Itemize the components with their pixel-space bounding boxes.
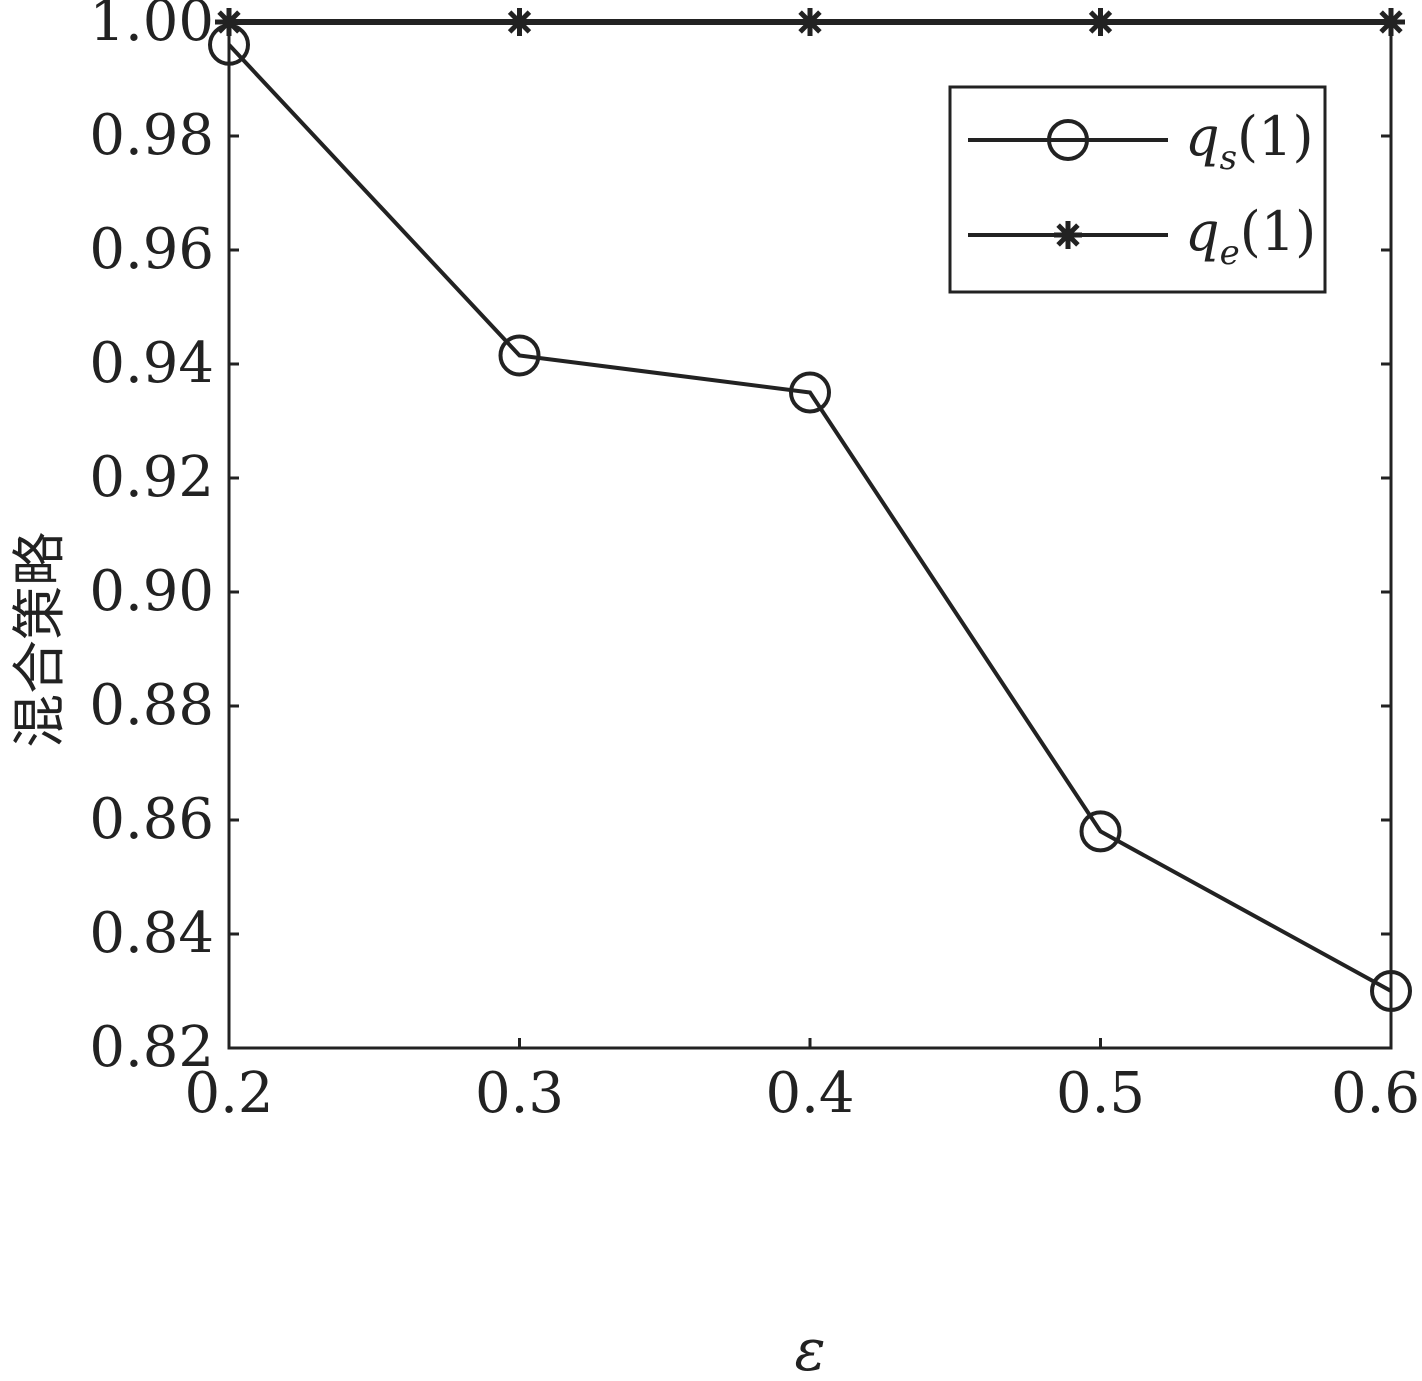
data-point-circle [498,334,541,377]
x-tick-label: 0.2 [184,1061,273,1126]
x-tick-label: 0.5 [1056,1061,1145,1126]
series-markers [208,8,1412,1012]
y-tick-label: 0.82 [89,1015,214,1080]
data-point-star [1377,8,1405,36]
y-tick-label: 0.96 [89,217,214,282]
legend-label-qe: qe(1) [1185,200,1316,273]
legend-star-glyph [1054,221,1082,249]
legend-marker-star [1054,221,1082,249]
data-point-star [1086,8,1115,36]
y-tick-label: 0.84 [89,901,214,966]
x-axis-label: ε [794,1316,825,1381]
x-tick-label: 0.4 [765,1061,854,1126]
y-tick-label: 0.86 [89,787,214,852]
data-point-star [505,8,534,36]
data-point-star [215,8,243,36]
x-tick-label: 0.3 [475,1061,564,1126]
y-tick-label: 0.88 [89,673,214,738]
y-tick-label: 0.92 [89,445,214,510]
data-point-star [796,8,824,36]
series-line-circle [227,43,1392,993]
tick-labels: 0.2 0.3 0.4 0.5 0.6 0.82 0.84 0.86 0.88 0.90 0.92 0… [89,0,1420,1126]
y-tick-label: 0.90 [89,559,214,624]
y-tick-label: 1.00 [89,0,214,54]
data-point-circle [1079,810,1122,853]
data-point-circle [789,371,831,414]
x-tick-label: 0.6 [1331,1061,1420,1126]
y-axis-label: 混合策略 [8,532,71,748]
legend-label-qs: qs(1) [1185,105,1314,178]
legend-box [948,85,1327,294]
legend: qs(1) qe(1) [948,85,1327,294]
y-tick-label: 0.94 [89,331,214,396]
legend-marker-circle [1047,119,1089,161]
data-point-circle [1370,970,1412,1012]
y-tick-label: 0.98 [89,103,214,168]
